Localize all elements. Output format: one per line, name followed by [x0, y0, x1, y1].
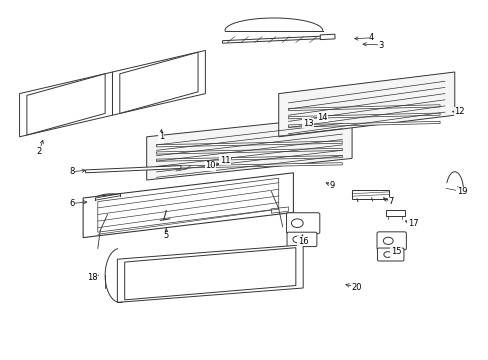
- Polygon shape: [117, 245, 303, 302]
- FancyBboxPatch shape: [377, 248, 403, 261]
- Polygon shape: [83, 173, 293, 238]
- Text: 17: 17: [407, 219, 418, 228]
- Text: 12: 12: [453, 107, 464, 116]
- Text: 10: 10: [204, 161, 215, 170]
- Text: 1: 1: [159, 132, 163, 141]
- Text: 19: 19: [456, 187, 467, 196]
- Text: 9: 9: [329, 181, 334, 190]
- Polygon shape: [20, 72, 112, 137]
- Polygon shape: [288, 121, 439, 127]
- Polygon shape: [98, 178, 278, 232]
- Text: 16: 16: [297, 237, 308, 246]
- Text: 13: 13: [302, 118, 313, 127]
- Text: 6: 6: [70, 199, 75, 208]
- Polygon shape: [124, 248, 295, 300]
- Text: 14: 14: [317, 113, 327, 122]
- Polygon shape: [156, 148, 342, 154]
- Polygon shape: [120, 52, 198, 113]
- Polygon shape: [320, 34, 334, 40]
- Polygon shape: [112, 50, 205, 115]
- Text: 11: 11: [219, 156, 230, 165]
- Polygon shape: [156, 163, 342, 168]
- Text: 2: 2: [37, 147, 41, 156]
- Polygon shape: [271, 207, 288, 213]
- Text: 15: 15: [390, 248, 401, 256]
- Polygon shape: [146, 115, 351, 180]
- Text: 8: 8: [70, 167, 75, 176]
- Polygon shape: [27, 74, 105, 135]
- Text: 4: 4: [368, 33, 373, 42]
- Text: 5: 5: [163, 231, 168, 240]
- Polygon shape: [288, 105, 439, 111]
- Text: 3: 3: [378, 40, 383, 49]
- FancyBboxPatch shape: [376, 232, 406, 250]
- Polygon shape: [222, 36, 325, 43]
- Text: 20: 20: [351, 283, 362, 292]
- Polygon shape: [288, 113, 439, 119]
- Bar: [351, 190, 388, 199]
- Text: 18: 18: [86, 274, 97, 282]
- Polygon shape: [278, 72, 454, 137]
- FancyBboxPatch shape: [286, 213, 319, 234]
- FancyBboxPatch shape: [286, 232, 316, 247]
- Polygon shape: [156, 156, 342, 161]
- Polygon shape: [156, 141, 342, 147]
- Polygon shape: [85, 166, 181, 173]
- Bar: [386, 210, 404, 216]
- Text: 7: 7: [388, 197, 393, 206]
- Ellipse shape: [94, 194, 121, 202]
